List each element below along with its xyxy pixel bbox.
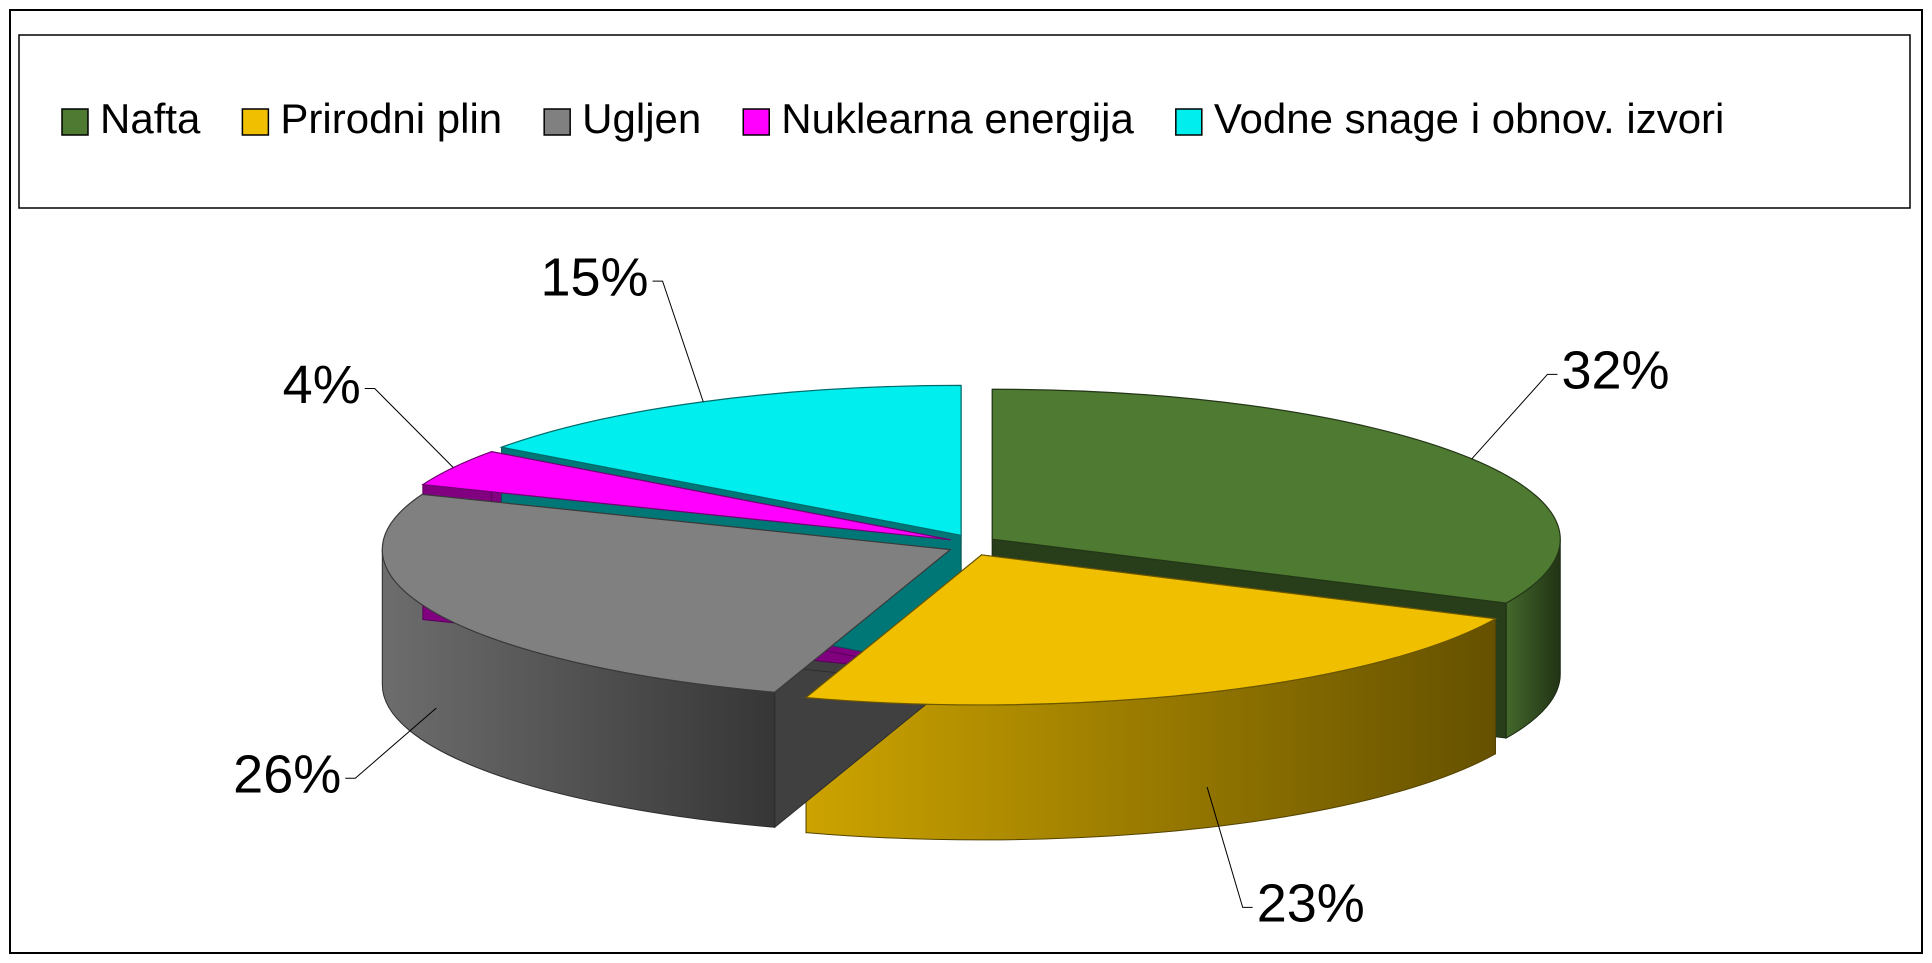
value-label: 15% (540, 247, 648, 307)
value-label: 4% (283, 355, 361, 415)
slice (381, 493, 952, 693)
legend-swatch (241, 108, 270, 136)
legend-label: Nafta (100, 95, 201, 142)
leader-line (364, 388, 454, 468)
legend-label: Ugljen (582, 95, 701, 142)
leader-line (1471, 373, 1558, 460)
legend-swatch (1175, 108, 1203, 136)
legend: Nafta Prirodni plin Ugljen Nuklearna energi… (61, 95, 1725, 142)
labels: 32% 23% 26% 4% 15% (233, 247, 1669, 933)
value-label: 26% (233, 745, 341, 805)
leader-line (345, 707, 437, 779)
legend-swatch (742, 108, 770, 136)
legend-label: Prirodni plin (280, 95, 502, 142)
leader-line (652, 280, 704, 402)
legend-box (18, 34, 1911, 209)
slice (499, 384, 962, 537)
value-label: 23% (1257, 874, 1365, 934)
legend-label: Nuklearna energija (781, 95, 1134, 142)
legend-swatch (543, 108, 571, 136)
pie-tops (381, 384, 1561, 706)
legend-swatch (61, 108, 89, 136)
leader-line (1206, 786, 1253, 908)
slice (804, 554, 1498, 706)
legend-label: Vodne snage i obnov. izvori (1214, 95, 1725, 142)
value-label: 32% (1561, 341, 1669, 401)
